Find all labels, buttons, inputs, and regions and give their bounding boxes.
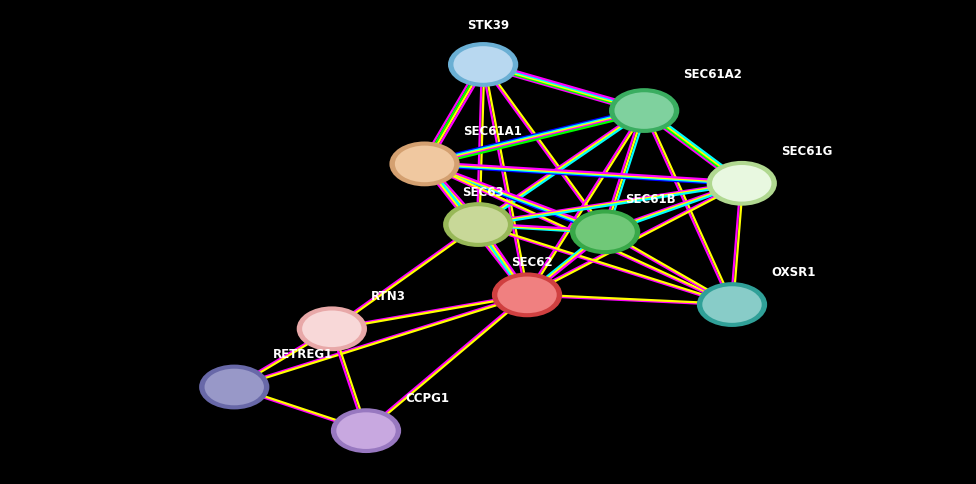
Ellipse shape <box>492 273 562 318</box>
Text: CCPG1: CCPG1 <box>405 391 449 404</box>
Text: SEC61A2: SEC61A2 <box>683 68 742 81</box>
Text: SEC61B: SEC61B <box>625 193 675 206</box>
Ellipse shape <box>497 276 558 315</box>
Ellipse shape <box>394 145 455 184</box>
Ellipse shape <box>697 283 767 327</box>
Ellipse shape <box>389 142 460 187</box>
Ellipse shape <box>614 92 675 131</box>
Ellipse shape <box>301 310 363 348</box>
Ellipse shape <box>707 162 777 206</box>
Ellipse shape <box>448 43 518 88</box>
Text: RETREG1: RETREG1 <box>273 348 334 361</box>
Ellipse shape <box>331 408 401 453</box>
Ellipse shape <box>711 165 773 203</box>
Ellipse shape <box>570 210 640 255</box>
Ellipse shape <box>453 46 514 85</box>
Ellipse shape <box>443 203 513 247</box>
Ellipse shape <box>574 213 636 252</box>
Text: OXSR1: OXSR1 <box>771 265 815 278</box>
Ellipse shape <box>297 307 367 351</box>
Text: SEC62: SEC62 <box>511 256 552 269</box>
Ellipse shape <box>203 368 265 407</box>
Text: RTN3: RTN3 <box>371 289 406 302</box>
Ellipse shape <box>609 89 679 134</box>
Text: SEC61G: SEC61G <box>781 144 833 157</box>
Ellipse shape <box>701 286 763 324</box>
Ellipse shape <box>199 365 269 409</box>
Ellipse shape <box>336 411 396 450</box>
Ellipse shape <box>447 206 509 244</box>
Text: SEC63: SEC63 <box>463 185 504 198</box>
Text: SEC61A1: SEC61A1 <box>464 125 522 138</box>
Text: STK39: STK39 <box>467 19 509 32</box>
